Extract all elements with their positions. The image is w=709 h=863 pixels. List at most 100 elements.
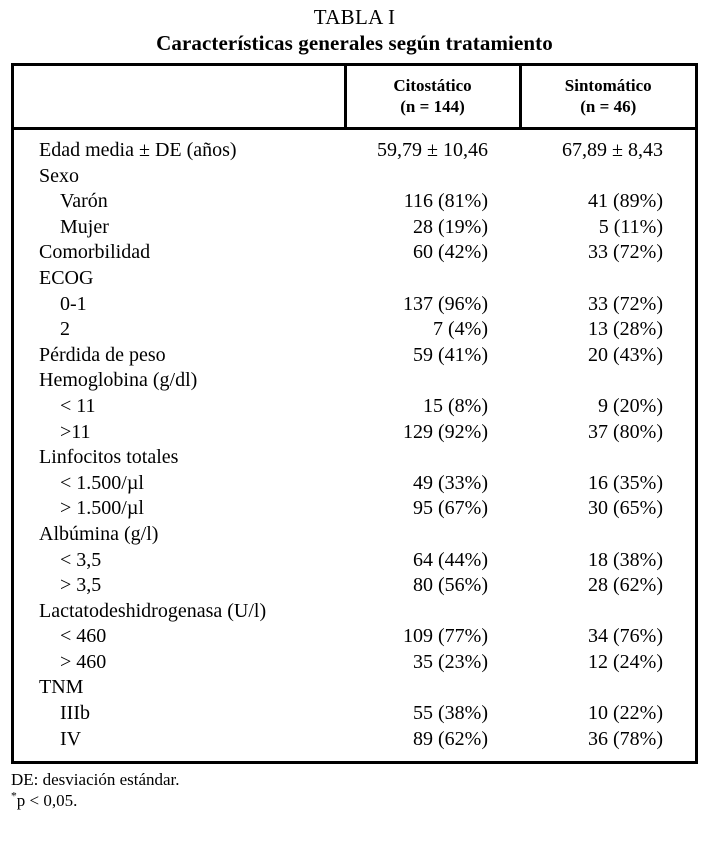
table-row: TNM: [14, 675, 695, 701]
value-text: 34 (76%): [588, 625, 663, 648]
row-value-citostatico: [345, 445, 520, 471]
row-label: ECOG: [39, 266, 94, 289]
row-label: Lactatodeshidrogenasa (U/l): [39, 599, 267, 622]
row-sublabel: IV: [60, 727, 82, 750]
row-label: Hemoglobina (g/dl): [39, 369, 198, 392]
row-sublabel: < 1.500/µl: [60, 471, 144, 494]
value-text: 33 (72%): [588, 241, 663, 264]
row-sublabel: > 460: [60, 650, 107, 673]
value-text: 13 (28%): [588, 318, 663, 341]
row-value-citostatico: 28 (19%): [345, 215, 520, 241]
row-value-citostatico: [345, 675, 520, 701]
row-sublabel: > 3,5: [60, 574, 102, 597]
row-value-sintomatico: 67,89 ± 8,43: [520, 129, 695, 164]
table-row: > 460 35 (23%) 12 (24%): [14, 650, 695, 676]
value-text: 9 (20%): [598, 394, 663, 417]
header-sintomatico-name: Sintomático: [564, 76, 652, 95]
row-value-citostatico: 35 (23%): [345, 650, 520, 676]
row-value-sintomatico: 33 (72%): [520, 292, 695, 318]
value-text: 20 (43%): [588, 343, 663, 366]
value-text: 80 (56%): [413, 574, 488, 597]
row-value-sintomatico: 37 (80%): [520, 420, 695, 446]
row-sublabel: < 3,5: [60, 548, 102, 571]
row-value-citostatico: 80 (56%): [345, 573, 520, 599]
table-row: < 11 15 (8%) 9 (20%): [14, 394, 695, 420]
row-value-citostatico: 137 (96%): [345, 292, 520, 318]
table-row: Lactatodeshidrogenasa (U/l): [14, 599, 695, 625]
row-value-citostatico: 59,79 ± 10,46: [345, 129, 520, 164]
table-row: Comorbilidad 60 (42%) 33 (72%): [14, 240, 695, 266]
row-value-citostatico: 116 (81%): [345, 189, 520, 215]
header-row: Citostático (n = 144) Sintomático (n = 4…: [14, 66, 695, 130]
row-value-citostatico: [345, 266, 520, 292]
row-label: Sexo: [39, 164, 79, 187]
header-sintomatico: Sintomático (n = 46): [518, 66, 695, 130]
row-sublabel: IIIb: [60, 702, 90, 725]
row-value-citostatico: 7 (4%): [345, 317, 520, 343]
header-citostatico-count: (n = 144): [400, 97, 465, 116]
footnotes: DE: desviación estándar. *p < 0,05.: [11, 769, 709, 811]
characteristics-table: Citostático (n = 144) Sintomático (n = 4…: [14, 66, 695, 761]
table-row: Pérdida de peso 59 (41%) 20 (43%): [14, 343, 695, 369]
value-text: 129 (92%): [403, 420, 488, 443]
row-value-citostatico: [345, 164, 520, 190]
row-sublabel: < 11: [60, 394, 96, 417]
row-value-sintomatico: [520, 164, 695, 190]
row-label: Albúmina (g/l): [39, 522, 159, 545]
footnote-asterisk: *: [11, 789, 17, 803]
row-sublabel: < 460: [60, 625, 107, 648]
value-text: 28 (19%): [413, 215, 488, 238]
table-row: Linfocitos totales: [14, 445, 695, 471]
row-value-sintomatico: [520, 266, 695, 292]
row-value-sintomatico: 9 (20%): [520, 394, 695, 420]
header-label-column: [14, 66, 345, 130]
row-label: Linfocitos totales: [39, 446, 179, 469]
value-text: 41 (89%): [588, 190, 663, 213]
value-text: 95 (67%): [413, 497, 488, 520]
table-row: ECOG: [14, 266, 695, 292]
row-value-citostatico: [345, 522, 520, 548]
row-label: Pérdida de peso: [39, 343, 166, 366]
value-text: 89 (62%): [413, 727, 488, 750]
table-row: > 3,5 80 (56%) 28 (62%): [14, 573, 695, 599]
footnote-significance: *p < 0,05.: [11, 790, 709, 811]
table-row: Mujer 28 (19%) 5 (11%): [14, 215, 695, 241]
value-text: 37 (80%): [588, 420, 663, 443]
header-sintomatico-count: (n = 46): [580, 97, 637, 116]
row-label: Comorbilidad: [39, 241, 151, 264]
row-value-citostatico: 60 (42%): [345, 240, 520, 266]
row-sublabel: Mujer: [60, 215, 109, 238]
row-value-sintomatico: 10 (22%): [520, 701, 695, 727]
row-label: Edad media ± DE (años): [39, 139, 237, 161]
row-value-citostatico: 64 (44%): [345, 548, 520, 574]
table-row: IIIb 55 (38%) 10 (22%): [14, 701, 695, 727]
table-row: > 1.500/µl 95 (67%) 30 (65%): [14, 496, 695, 522]
row-value-sintomatico: 12 (24%): [520, 650, 695, 676]
value-text: 36 (78%): [588, 727, 663, 750]
value-text: 109 (77%): [403, 625, 488, 648]
row-value-sintomatico: 28 (62%): [520, 573, 695, 599]
row-value-sintomatico: 20 (43%): [520, 343, 695, 369]
row-value-citostatico: [345, 599, 520, 625]
row-value-sintomatico: 5 (11%): [520, 215, 695, 241]
value-text: 64 (44%): [413, 548, 488, 571]
row-value-sintomatico: 18 (38%): [520, 548, 695, 574]
value-text: 59,79 ± 10,46: [377, 139, 488, 161]
row-value-sintomatico: 13 (28%): [520, 317, 695, 343]
value-text: 16 (35%): [588, 471, 663, 494]
row-value-citostatico: 59 (41%): [345, 343, 520, 369]
row-sublabel: 2: [60, 318, 70, 341]
row-value-sintomatico: [520, 599, 695, 625]
table-row: < 460 109 (77%) 34 (76%): [14, 624, 695, 650]
value-text: 18 (38%): [588, 548, 663, 571]
row-value-sintomatico: 41 (89%): [520, 189, 695, 215]
value-text: 60 (42%): [413, 241, 488, 264]
row-value-sintomatico: 30 (65%): [520, 496, 695, 522]
row-sublabel: > 1.500/µl: [60, 497, 144, 520]
value-text: 12 (24%): [588, 650, 663, 673]
table-row: < 1.500/µl 49 (33%) 16 (35%): [14, 471, 695, 497]
value-text: 15 (8%): [423, 394, 488, 417]
value-text: 116 (81%): [403, 190, 488, 213]
row-value-sintomatico: [520, 675, 695, 701]
header-citostatico-name: Citostático: [393, 76, 472, 95]
